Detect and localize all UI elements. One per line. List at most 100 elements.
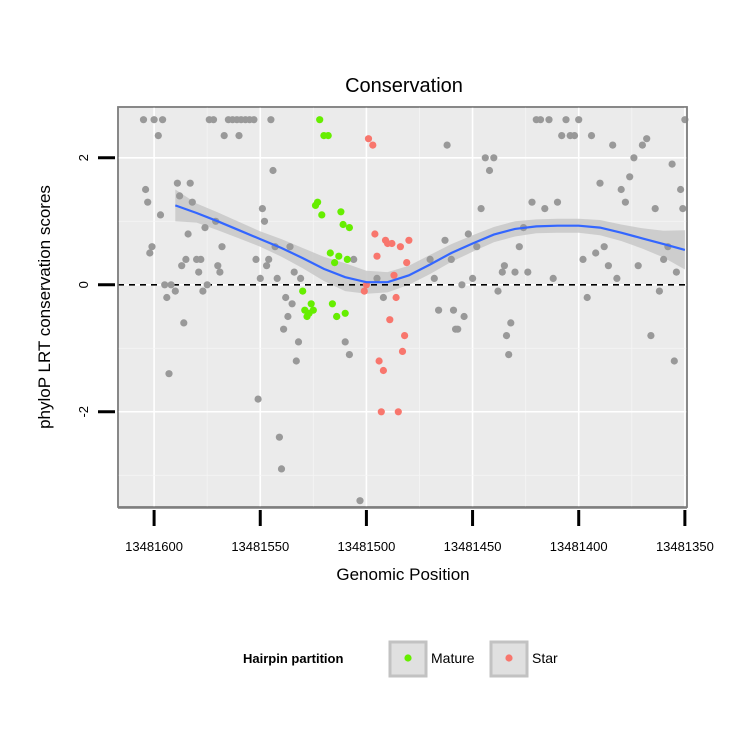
- x-tick-label: 13481400: [550, 539, 608, 554]
- point-other: [528, 198, 536, 206]
- point-other: [670, 357, 678, 365]
- point-other: [178, 262, 186, 270]
- point-star: [369, 141, 377, 149]
- point-other: [583, 293, 591, 302]
- point-other: [458, 281, 466, 289]
- point-other: [668, 160, 676, 168]
- point-mature: [318, 211, 326, 219]
- point-other: [490, 154, 498, 162]
- point-other: [592, 249, 600, 257]
- point-other: [613, 274, 621, 282]
- point-other: [203, 281, 211, 289]
- point-other: [477, 205, 485, 213]
- point-other: [350, 255, 358, 263]
- x-tick-label: 13481350: [656, 539, 714, 554]
- point-other: [511, 268, 519, 276]
- point-other: [277, 465, 286, 473]
- point-other: [651, 205, 659, 213]
- point-other: [171, 287, 179, 295]
- y-axis-title: phyloP LRT conservation scores: [35, 185, 54, 429]
- point-other: [507, 319, 515, 327]
- point-mature: [314, 198, 322, 206]
- point-other: [290, 268, 298, 276]
- legend-label-star: Star: [532, 650, 558, 666]
- point-other: [609, 141, 617, 149]
- point-other: [626, 173, 634, 181]
- point-other: [294, 338, 303, 346]
- x-axis-title: Genomic Position: [336, 565, 469, 584]
- point-other: [643, 135, 651, 143]
- point-other: [176, 192, 184, 200]
- point-other: [469, 274, 477, 282]
- point-other: [214, 262, 222, 270]
- x-axis: 13481600 13481550 13481500 13481450 13481400…: [118, 507, 714, 554]
- legend-swatch-mature: [404, 654, 412, 662]
- point-star: [379, 366, 387, 375]
- point-mature: [341, 309, 349, 317]
- point-mature: [328, 300, 336, 308]
- point-other: [345, 351, 353, 359]
- point-star: [360, 287, 368, 295]
- point-other: [498, 268, 506, 276]
- y-tick-label: 2: [76, 154, 91, 161]
- point-other: [275, 433, 283, 441]
- panel-border: [117, 106, 688, 508]
- point-mature: [299, 287, 307, 295]
- point-other: [146, 249, 154, 257]
- point-other: [505, 351, 513, 359]
- point-other: [273, 274, 281, 282]
- point-other: [604, 262, 613, 270]
- point-mature: [345, 224, 353, 232]
- point-mature: [309, 306, 317, 314]
- point-other: [502, 332, 511, 340]
- point-other: [460, 312, 468, 321]
- point-other: [621, 198, 630, 206]
- point-star: [392, 293, 400, 302]
- point-star: [375, 357, 383, 365]
- point-other: [184, 230, 192, 238]
- point-other: [265, 255, 273, 263]
- point-other: [575, 116, 583, 124]
- point-mature: [339, 220, 347, 229]
- point-other: [426, 255, 434, 263]
- point-other: [161, 281, 169, 289]
- point-other: [449, 306, 458, 314]
- point-other: [430, 274, 438, 282]
- point-mature: [316, 116, 324, 124]
- point-other: [545, 116, 553, 124]
- point-other: [536, 116, 545, 124]
- point-other: [579, 255, 587, 263]
- point-mature: [343, 255, 351, 263]
- point-other: [154, 132, 162, 140]
- point-other: [549, 274, 557, 282]
- point-other: [485, 166, 494, 175]
- point-other: [188, 198, 196, 206]
- point-other: [252, 255, 260, 263]
- point-other: [163, 293, 171, 302]
- point-star: [394, 408, 402, 416]
- point-star: [386, 316, 394, 324]
- point-star: [388, 239, 396, 248]
- point-star: [405, 236, 413, 244]
- point-other: [443, 141, 451, 149]
- point-other: [464, 230, 472, 238]
- point-other: [379, 293, 387, 302]
- point-star: [371, 230, 379, 238]
- point-other: [180, 319, 188, 327]
- point-star: [403, 259, 411, 267]
- point-other: [638, 141, 647, 149]
- legend: Hairpin partition Mature Star: [243, 640, 558, 678]
- point-other: [254, 395, 262, 403]
- point-mature: [337, 208, 345, 216]
- point-other: [258, 205, 266, 213]
- point-other: [481, 154, 489, 162]
- point-other: [267, 116, 275, 124]
- point-star: [398, 347, 407, 355]
- point-other: [260, 217, 269, 225]
- point-other: [587, 132, 596, 140]
- point-star: [373, 252, 381, 260]
- x-tick-label: 13481600: [125, 539, 183, 554]
- point-other: [596, 179, 604, 187]
